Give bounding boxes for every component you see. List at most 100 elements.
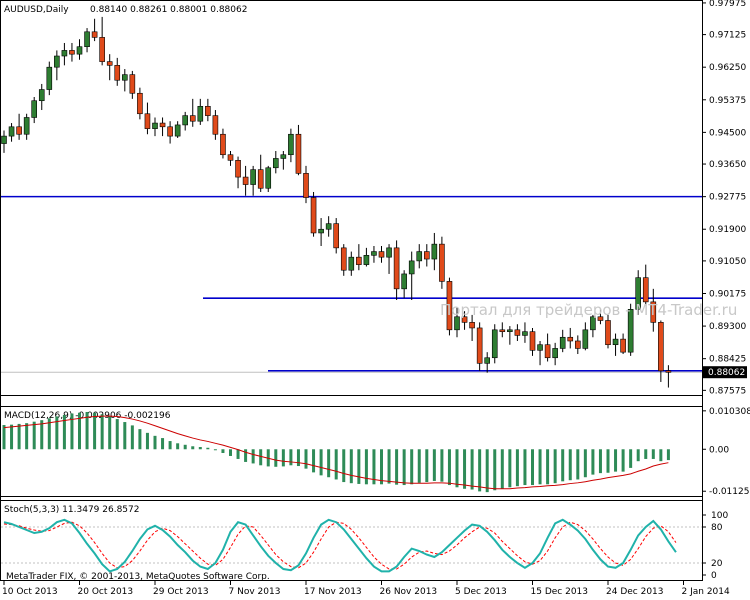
macd-histogram-bar: [463, 449, 467, 489]
candle-body: [129, 74, 136, 94]
candle-body: [446, 281, 453, 331]
ohlc-readout: 0.88140 0.88261 0.88001 0.88062: [90, 5, 247, 15]
macd-histogram-bar: [402, 449, 406, 486]
macd-histogram-bar: [229, 449, 232, 456]
macd-histogram-bar: [568, 449, 572, 481]
macd-histogram-bar: [395, 449, 399, 485]
stoch-tick-label: 20: [711, 559, 723, 569]
macd-histogram-bar: [62, 414, 66, 450]
candle-body: [76, 46, 83, 55]
watermark-text: Портал для трейдеров - MT4-Trader.ru: [440, 301, 737, 319]
candle-body: [348, 256, 355, 271]
macd-histogram-bar: [130, 425, 134, 450]
candle-body: [257, 169, 264, 189]
candle-body: [431, 243, 438, 260]
macd-histogram-bar: [55, 416, 59, 450]
macd-histogram-bar: [357, 449, 361, 484]
macd-histogram-bar: [364, 449, 368, 485]
candle-body: [250, 169, 256, 185]
macd-histogram-bar: [455, 449, 459, 488]
macd-histogram-bar: [546, 449, 550, 485]
candle-body: [393, 247, 400, 290]
macd-histogram-bar: [349, 449, 353, 484]
candle-body: [333, 223, 340, 249]
stoch-main-line: [3, 518, 677, 573]
candle-body: [658, 322, 664, 372]
symbol-label: AUDUSD,Daily: [4, 5, 69, 15]
macd-histogram-bar: [78, 412, 81, 450]
candle-body: [265, 167, 272, 189]
macd-signal-line: [3, 415, 669, 490]
candle-body: [597, 316, 604, 321]
macd-histogram-bar: [10, 424, 14, 450]
candle-body: [423, 251, 430, 260]
candle-body: [574, 340, 581, 349]
macd-histogram-bar: [636, 449, 640, 462]
candle-body: [507, 329, 513, 332]
candle-body: [212, 115, 219, 135]
chart-frame: [0, 0, 703, 581]
candle-body: [620, 338, 626, 353]
candle-body: [84, 31, 90, 48]
macd-panel[interactable]: MACD(12,26,9) -0.002906 -0.002196 0.01030…: [1, 406, 750, 498]
macd-histogram-bar: [85, 411, 89, 450]
candle-body: [371, 251, 377, 256]
price-tick-label: 0.92775: [709, 193, 746, 203]
candle-body: [8, 126, 15, 137]
macd-histogram-bar: [425, 449, 429, 483]
candle-body: [99, 37, 105, 62]
macd-histogram-bar: [614, 449, 618, 472]
price-tick-label: 0.91050: [709, 257, 746, 267]
time-tick-label: 15 Dec 2013: [531, 587, 589, 597]
candle-body: [69, 50, 75, 55]
candle-body: [325, 223, 332, 230]
candle-body: [408, 260, 415, 275]
candle-body: [144, 113, 151, 129]
candle-body: [401, 273, 407, 290]
macd-histogram-bar: [251, 449, 255, 464]
macd-histogram-bar: [591, 449, 595, 475]
macd-histogram-bar: [153, 435, 157, 450]
candle-body: [227, 154, 234, 161]
price-tick-label: 0.87575: [709, 386, 746, 396]
price-panel[interactable]: 0.97975 0.97125 0.96250 0.95375 0.94500 0.936…: [1, 0, 747, 396]
candle-body: [499, 329, 506, 332]
candle-body: [386, 247, 392, 258]
time-tick-label: 2 Jan 2014: [682, 587, 730, 597]
macd-histogram-bar: [523, 449, 527, 486]
macd-histogram-bar: [561, 449, 565, 482]
macd-histogram-bar: [145, 432, 149, 450]
candle-body: [461, 316, 468, 323]
stochastic-panel[interactable]: Stoch(5,3,3) 11.3479 26.8572 100 80 20 0: [1, 500, 728, 582]
macd-histogram-bar: [531, 449, 534, 486]
candle-body: [122, 74, 128, 81]
candle-body: [552, 348, 558, 359]
stoch-label: Stoch(5,3,3) 11.3479 26.8572: [4, 505, 139, 515]
macd-histogram-bar: [296, 449, 300, 467]
macd-tick-label: 0.010308: [709, 407, 750, 417]
macd-histogram-bar: [417, 449, 421, 483]
candle-body: [46, 66, 53, 90]
candle-body: [522, 331, 528, 336]
macd-histogram-bar: [259, 449, 263, 466]
candle-body: [590, 316, 596, 331]
price-tick-label: 0.94500: [709, 128, 746, 138]
candle-body: [272, 158, 279, 169]
candle-body: [416, 251, 423, 262]
macd-histogram-bar: [312, 449, 316, 473]
macd-histogram-bar: [281, 449, 285, 467]
candle-body: [605, 320, 611, 346]
stoch-tick-label: 100: [711, 511, 728, 521]
candle-body: [38, 89, 45, 102]
candle-body: [182, 115, 188, 126]
candle-body: [567, 336, 574, 342]
macd-histogram-bar: [115, 419, 119, 450]
candle-body: [476, 327, 483, 364]
candle-body: [469, 322, 475, 329]
macd-histogram-bar: [100, 414, 104, 450]
candle-body: [137, 92, 143, 115]
macd-histogram-bar: [553, 449, 557, 484]
macd-histogram-bar: [93, 412, 97, 450]
macd-histogram-bar: [629, 449, 633, 468]
